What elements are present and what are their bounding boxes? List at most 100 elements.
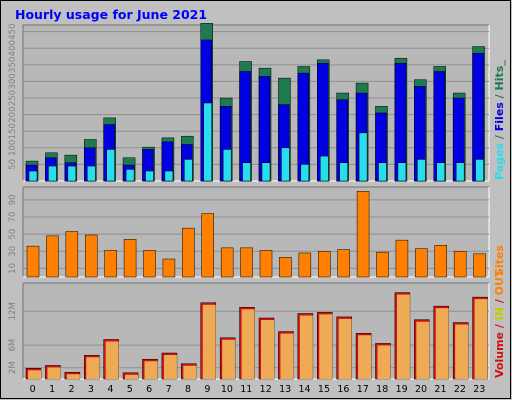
bar-sites: [356, 191, 370, 278]
bar-pages: [358, 132, 368, 182]
bar-sites: [46, 235, 59, 278]
y-tick-label: 70: [8, 212, 18, 223]
bar-volume-in: [222, 339, 236, 379]
bar-pages: [281, 147, 290, 182]
bar-volume-in: [338, 318, 352, 379]
x-tick-label: 1: [49, 384, 55, 395]
y-tick-label: 450: [8, 24, 18, 40]
bar-volume-in: [183, 365, 197, 379]
y-tick-label: 50: [8, 159, 18, 170]
bar-volume-in: [241, 309, 255, 379]
bar-pages: [455, 162, 465, 182]
bar-volume-in: [66, 374, 80, 379]
bar-pages: [145, 170, 154, 182]
x-tick-label: 2: [69, 384, 75, 395]
bar-pages: [242, 162, 251, 182]
x-tick-label: 9: [204, 384, 210, 395]
bar-pages: [164, 170, 174, 182]
bar-sites: [298, 252, 312, 278]
legend-sites: Sites: [493, 245, 506, 276]
plot-area: [23, 25, 489, 181]
bar-volume-in: [455, 324, 469, 379]
panel-sites: 10 30 50 70 90: [8, 186, 490, 278]
x-tick-label: 3: [88, 384, 94, 395]
bar-pages: [417, 159, 426, 182]
x-tick-label: 17: [357, 384, 369, 395]
x-tick-label: 18: [376, 384, 388, 395]
bar-sites: [85, 234, 98, 278]
x-tick-label: 19: [396, 384, 408, 395]
bar-sites: [279, 257, 292, 278]
x-tick-label: 5: [127, 384, 133, 395]
x-tick-label: 4: [107, 384, 113, 395]
bar-sites: [65, 231, 79, 278]
x-tick-label: 0: [30, 384, 36, 395]
bar-volume-in: [105, 341, 119, 379]
bar-pages: [436, 162, 445, 182]
bar-volume-in: [280, 333, 294, 379]
bar-pages: [378, 162, 387, 182]
hour-axis: 0 1 2 3 4 5 6 7 8 9 10 11 12 13 14 15 16 17 18 19 20 21 22 23: [30, 384, 486, 395]
y-tick-label: 2M: [8, 361, 18, 374]
bar-volume-in: [28, 370, 41, 379]
y-tick-label: 150: [8, 123, 18, 139]
x-tick-label: 14: [298, 384, 310, 395]
bar-pages: [222, 149, 232, 182]
bar-volume-in: [358, 335, 372, 379]
legend-bottom: Volume / IN / OUT: [493, 269, 506, 378]
bar-sites: [123, 239, 137, 278]
bar-sites: [453, 251, 467, 278]
x-tick-label: 15: [318, 384, 330, 395]
y-tick-label: 10: [8, 263, 18, 274]
legend-sep-3: /: [493, 320, 506, 332]
bar-volume-in: [163, 355, 177, 379]
bar-sites: [104, 250, 117, 278]
legend-in: IN: [493, 307, 506, 320]
plot-area: [23, 283, 489, 379]
x-tick-label: 12: [260, 384, 272, 395]
bar-sites: [473, 253, 486, 278]
bar-sites: [318, 251, 331, 278]
bar-sites: [201, 213, 214, 278]
legend-sep-2: /: [493, 90, 506, 102]
bar-sites: [143, 250, 156, 278]
x-tick-label: 21: [434, 384, 446, 395]
chart-title: Hourly usage for June 2021: [15, 7, 207, 22]
x-tick-label: 7: [166, 384, 172, 395]
x-tick-label: 8: [185, 384, 191, 395]
x-tick-label: 11: [240, 384, 252, 395]
legend-pages: Pages: [493, 142, 506, 180]
bar-volume-in: [125, 374, 139, 379]
bar-sites: [434, 245, 447, 278]
bar-sites: [376, 251, 389, 278]
bar-volume-in: [202, 304, 216, 379]
bar-volume-in: [396, 294, 410, 379]
y-tick-label: 30: [8, 246, 18, 257]
x-tick-label: 6: [146, 384, 152, 395]
bar-pages: [184, 159, 193, 182]
bar-sites: [182, 227, 195, 278]
bar-volume-in: [474, 299, 488, 379]
bar-sites: [395, 239, 409, 278]
y-tick-label: 300: [8, 73, 18, 89]
bar-volume-in: [144, 361, 158, 379]
bar-volume-in: [47, 367, 61, 379]
bar-volume-in: [86, 357, 100, 379]
y-tick-label: 12M: [8, 302, 18, 320]
x-tick-label: 10: [221, 384, 233, 395]
bar-sites: [26, 245, 40, 278]
y-tick-label: 6M: [8, 339, 18, 352]
x-tick-label: 16: [337, 384, 349, 395]
bar-sites: [415, 248, 428, 278]
bar-sites: [337, 249, 350, 278]
bar-volume-in: [416, 321, 430, 379]
bar-pages: [203, 102, 212, 182]
x-tick-label: 13: [279, 384, 291, 395]
bar-pages: [28, 170, 38, 182]
plot-area: [23, 187, 489, 277]
legend-sep-4: /: [493, 295, 506, 307]
y-tick-label: 400: [8, 40, 18, 56]
